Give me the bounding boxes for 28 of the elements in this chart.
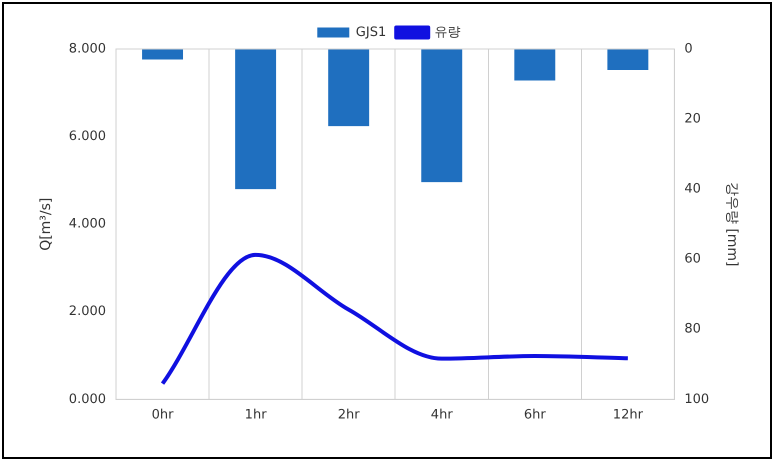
legend-label: 유량 (434, 24, 461, 40)
x-tick-label: 4hr (430, 408, 454, 423)
x-tick-label: 0hr (152, 408, 174, 423)
y-tick-label: 2.000 (68, 304, 106, 320)
bar (235, 49, 276, 190)
y-axis-title: Q[m³/s] (38, 198, 54, 251)
bar (142, 49, 184, 60)
x-tick-label: 12hr (612, 408, 644, 423)
x-tick-label: 1hr (244, 408, 268, 423)
y2-tick-label: 20 (684, 111, 701, 126)
x-tick-label: 2hr (338, 408, 360, 423)
x-tick-label: 6hr (524, 408, 546, 423)
bar (421, 49, 462, 182)
bar (514, 49, 556, 81)
y-tick-label: 8.000 (68, 41, 106, 56)
y-tick-label: 0.000 (68, 392, 106, 407)
y2-tick-label: 80 (684, 322, 701, 337)
legend-label: GJS1 (356, 24, 386, 40)
y2-axis-title: 강우량 [mm] (724, 182, 740, 267)
y2-tick-label: 0 (684, 41, 693, 56)
line-series (160, 252, 630, 386)
bar (328, 49, 370, 126)
y2-tick-label: 40 (684, 182, 701, 197)
y-tick-label: 6.000 (68, 128, 106, 144)
y-tick-label: 4.000 (68, 216, 106, 232)
bar (607, 49, 648, 70)
y2-tick-label: 60 (684, 252, 701, 267)
y2-tick-label: 100 (684, 392, 710, 407)
